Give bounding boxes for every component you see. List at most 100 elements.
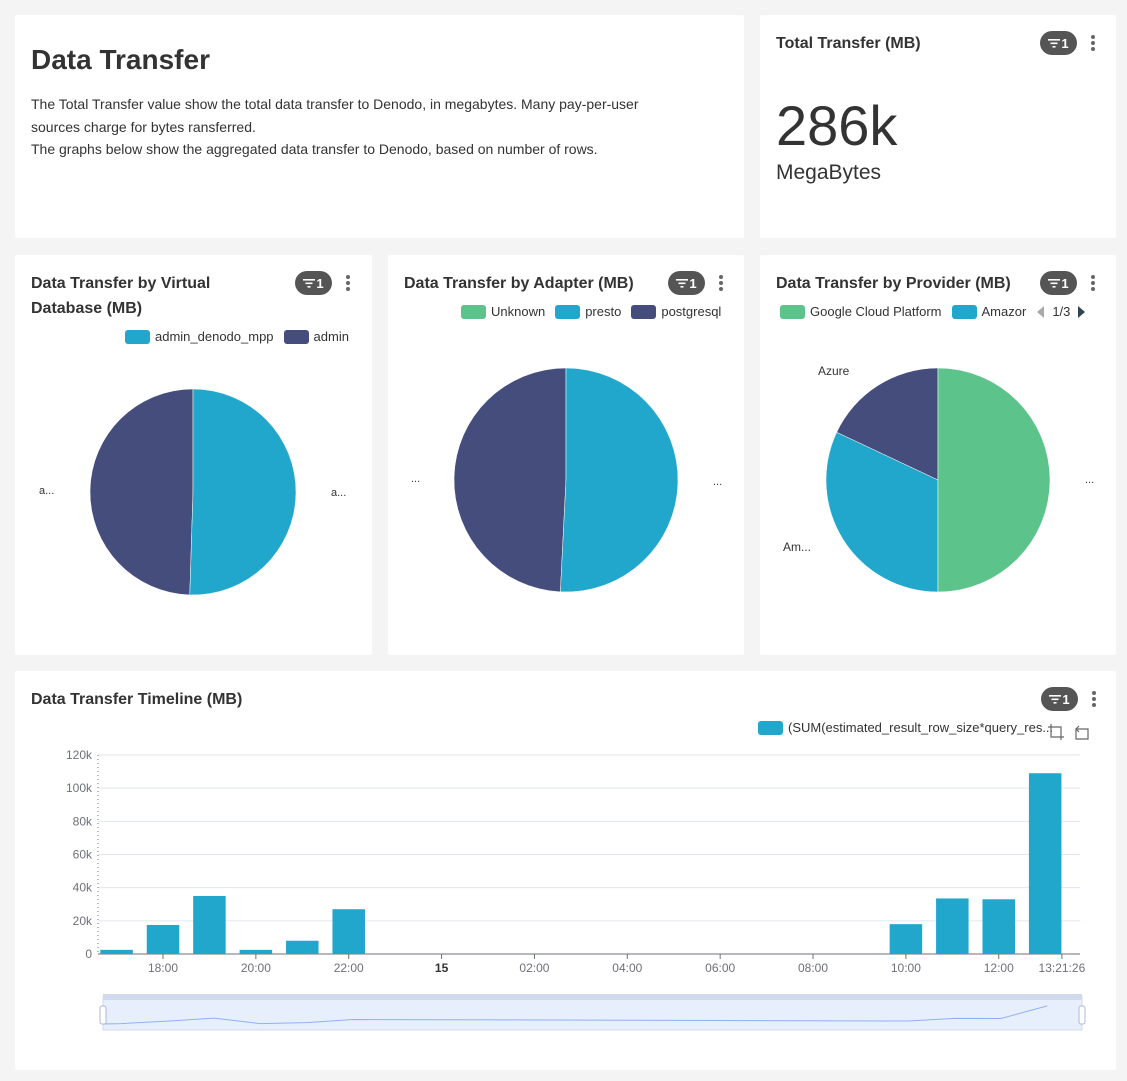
legend: Unknown presto postgresql bbox=[451, 304, 721, 319]
zoom-slider-bar[interactable] bbox=[103, 994, 1082, 1000]
more-options-icon[interactable] bbox=[1088, 273, 1098, 293]
legend-item[interactable]: presto bbox=[555, 304, 621, 319]
slice-label: a... bbox=[331, 487, 346, 499]
y-tick-label: 40k bbox=[73, 881, 93, 895]
bar[interactable] bbox=[936, 898, 969, 954]
legend-swatch bbox=[125, 329, 150, 344]
filter-count: 1 bbox=[689, 275, 697, 291]
pie-slice[interactable] bbox=[825, 431, 939, 593]
total-value: 286k bbox=[776, 94, 898, 157]
legend-next-icon[interactable] bbox=[1076, 305, 1086, 318]
timeline-card: Data Transfer Timeline (MB) 1 (SUM(estim… bbox=[15, 671, 1116, 1070]
filter-badge[interactable]: 1 bbox=[1040, 271, 1077, 295]
bar[interactable] bbox=[146, 924, 180, 954]
x-tick-label: 02:00 bbox=[519, 961, 549, 975]
bar[interactable] bbox=[332, 909, 365, 954]
slice-label: a... bbox=[39, 485, 54, 497]
slice-label: ... bbox=[1085, 474, 1094, 486]
more-options-icon[interactable] bbox=[343, 273, 353, 293]
bar[interactable] bbox=[1028, 773, 1062, 954]
more-options-icon[interactable] bbox=[716, 273, 726, 293]
description-line: The graphs below show the aggregated dat… bbox=[31, 141, 598, 157]
zoom-slider-handle[interactable] bbox=[99, 1005, 107, 1025]
legend-item[interactable]: postgresql bbox=[631, 304, 721, 319]
slice-label: Azure bbox=[818, 364, 850, 378]
legend-swatch bbox=[758, 720, 783, 735]
legend: Google Cloud Platform Amazor 1/3 bbox=[770, 304, 1086, 319]
total-transfer-card: Total Transfer (MB) 1 286k MegaBytes bbox=[760, 15, 1116, 238]
pie-slice[interactable] bbox=[189, 388, 297, 596]
filter-icon bbox=[676, 279, 689, 288]
bar[interactable] bbox=[982, 899, 1015, 954]
filter-count: 1 bbox=[1061, 275, 1069, 291]
legend-item[interactable]: Google Cloud Platform bbox=[780, 304, 942, 319]
x-tick-label: 04:00 bbox=[612, 961, 642, 975]
legend-item[interactable]: admin bbox=[283, 329, 349, 344]
y-tick-label: 20k bbox=[73, 914, 93, 928]
legend-swatch bbox=[631, 304, 657, 319]
zoom-slider-track[interactable] bbox=[102, 995, 1083, 1031]
pie-slice[interactable] bbox=[560, 367, 679, 593]
filter-count: 1 bbox=[1062, 691, 1070, 707]
zoom-reset-icon[interactable] bbox=[1073, 723, 1091, 741]
card-title: Data Transfer by Provider (MB) bbox=[776, 275, 1011, 292]
filter-badge[interactable]: 1 bbox=[1040, 31, 1077, 55]
filter-count: 1 bbox=[316, 275, 324, 291]
x-tick-label: 15 bbox=[435, 961, 449, 975]
pie-slice[interactable] bbox=[937, 367, 1051, 593]
timeline-bar-chart: 0 20k 40k 60k 80k 100k 120k 18:00 20:00 22:00 15 02… bbox=[66, 748, 1086, 1031]
legend-swatch bbox=[780, 304, 805, 319]
zoom-icon[interactable] bbox=[1047, 723, 1065, 741]
legend-prev-icon[interactable] bbox=[1036, 305, 1046, 318]
filter-icon bbox=[303, 279, 316, 288]
legend-page: 1/3 bbox=[1052, 304, 1071, 319]
pie-slice[interactable] bbox=[89, 388, 194, 596]
card-title-line: Database (MB) bbox=[31, 300, 143, 317]
bar[interactable] bbox=[193, 895, 226, 954]
y-tick-label: 60k bbox=[73, 848, 93, 862]
x-tick-label: 20:00 bbox=[241, 961, 271, 975]
filter-badge[interactable]: 1 bbox=[1041, 687, 1078, 711]
legend-label: Unknown bbox=[491, 304, 546, 319]
pie-slice[interactable] bbox=[836, 367, 939, 481]
legend-swatch bbox=[951, 304, 977, 319]
x-tick-label: 06:00 bbox=[705, 961, 735, 975]
description-line: sources charge for bytes ransferred. bbox=[31, 118, 256, 135]
x-tick-label: 10:00 bbox=[891, 961, 921, 975]
bar[interactable] bbox=[286, 940, 319, 954]
header-card: Data Transfer The Total Transfer value s… bbox=[15, 15, 744, 238]
x-tick-label: 08:00 bbox=[798, 961, 828, 975]
more-options-icon[interactable] bbox=[1089, 689, 1099, 709]
legend-label: postgresql bbox=[661, 304, 722, 319]
legend-label: admin bbox=[313, 329, 349, 344]
legend-item[interactable]: admin_denodo_mpp bbox=[125, 329, 274, 344]
bar[interactable] bbox=[239, 949, 273, 954]
zoom-slider-handle[interactable] bbox=[1078, 1005, 1086, 1025]
legend-label: presto bbox=[585, 304, 622, 319]
legend-item[interactable]: (SUM(estimated_result_row_size*query_res… bbox=[758, 720, 1053, 735]
filter-badge[interactable]: 1 bbox=[668, 271, 705, 295]
card-title: Data Transfer by Virtual Database (MB) bbox=[31, 271, 210, 321]
legend: (SUM(estimated_result_row_size*query_res… bbox=[748, 720, 1053, 735]
card-title: Data Transfer by Adapter (MB) bbox=[404, 275, 634, 292]
legend-swatch bbox=[555, 304, 581, 319]
description-line: The Total Transfer value show the total … bbox=[31, 96, 639, 112]
slice-label: ... bbox=[411, 473, 420, 485]
bar[interactable] bbox=[100, 949, 133, 954]
filter-badge[interactable]: 1 bbox=[295, 271, 332, 295]
y-tick-label: 80k bbox=[73, 814, 93, 828]
pie-slice[interactable] bbox=[453, 367, 567, 593]
y-tick-label: 100k bbox=[66, 781, 93, 795]
legend-label: Amazor bbox=[981, 304, 1027, 319]
legend-item[interactable]: Amazor bbox=[951, 304, 1027, 319]
legend-label: Google Cloud Platform bbox=[810, 304, 942, 319]
filter-icon bbox=[1048, 279, 1061, 288]
legend: admin_denodo_mpp admin bbox=[115, 329, 349, 344]
more-options-icon[interactable] bbox=[1088, 33, 1098, 53]
adapter-pie-card: Data Transfer by Adapter (MB) 1 Unknown … bbox=[388, 255, 744, 655]
x-tick-label: 13:21:26 bbox=[1039, 961, 1086, 975]
legend-item[interactable]: Unknown bbox=[461, 304, 545, 319]
bar[interactable] bbox=[889, 924, 923, 954]
page-title: Data Transfer bbox=[31, 44, 210, 75]
vdb-pie-card: Data Transfer by Virtual Database (MB) 1… bbox=[15, 255, 372, 655]
